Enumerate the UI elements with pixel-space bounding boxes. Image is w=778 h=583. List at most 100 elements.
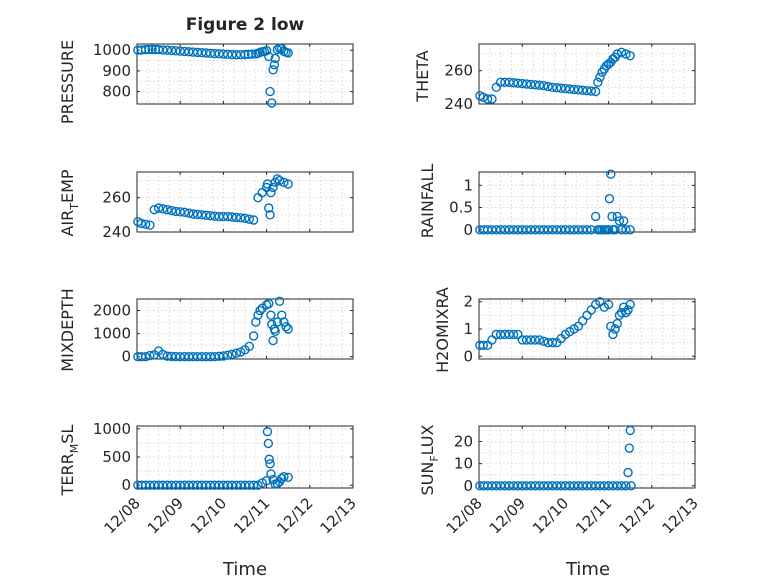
data-point <box>205 211 216 221</box>
y-tick-label: 800 <box>102 83 131 101</box>
panel-4: 00.51 <box>449 169 696 239</box>
data-point <box>612 318 622 329</box>
ylabel-sun-flux: SUNFLUX <box>418 424 441 495</box>
data-point <box>136 351 147 362</box>
data-point <box>263 438 274 449</box>
data-point <box>266 469 276 479</box>
data-point <box>147 44 157 55</box>
data-point <box>603 225 614 235</box>
data-point <box>625 50 635 61</box>
data-point <box>240 213 250 223</box>
data-point <box>610 324 620 334</box>
data-point <box>265 86 275 97</box>
axes-frame <box>478 425 696 489</box>
data-point <box>214 351 224 362</box>
data-point <box>179 207 190 217</box>
data-point <box>569 84 579 95</box>
ylabel-air-temp: AIRTEMP <box>58 169 81 236</box>
data-point <box>619 216 629 226</box>
x-tick-label: 12/09 <box>144 494 187 537</box>
data-point <box>149 205 159 215</box>
x-tick-label: 12/12 <box>615 494 658 537</box>
data-point <box>478 340 489 351</box>
x-tick-label: 12/08 <box>443 494 486 537</box>
panel-5: 0 1000 2000 <box>93 296 354 366</box>
data-point <box>175 207 185 217</box>
y-tick-label: 900 <box>102 62 131 80</box>
data-point <box>279 317 289 327</box>
data-point <box>547 337 558 348</box>
data-point <box>188 209 198 219</box>
data-point <box>223 350 233 360</box>
data-point <box>534 80 545 90</box>
axes-frame <box>136 43 354 105</box>
data-point <box>547 82 558 93</box>
data-point <box>192 209 203 220</box>
data-point <box>265 459 275 469</box>
data-point <box>616 481 627 491</box>
ylabel-air-sub: T <box>68 203 81 211</box>
x-tick-label: 12/13 <box>317 494 360 537</box>
data-point <box>586 86 597 96</box>
ylabel-terr-sub: M <box>68 444 81 454</box>
data-point <box>264 298 274 309</box>
data-point <box>248 480 259 490</box>
x-tick-label: 12/10 <box>187 494 230 537</box>
data-point <box>582 85 592 96</box>
y-tick-label: 1000 <box>93 325 131 343</box>
data-point <box>218 351 229 361</box>
x-tick-label: 12/09 <box>486 494 529 537</box>
data-point <box>255 305 265 316</box>
y-tick-label: 0 <box>463 477 473 495</box>
ylabel-air-part: AIR <box>58 210 77 237</box>
data-point <box>556 333 566 344</box>
ylabel-sun-sub: F <box>428 455 441 461</box>
ylabel-terr-rest: SL <box>58 425 77 444</box>
data-point <box>608 329 618 340</box>
data-point <box>270 326 280 337</box>
data-point <box>243 49 253 60</box>
data-point <box>140 44 151 55</box>
data-point <box>158 349 168 360</box>
axes-frame <box>478 43 696 105</box>
data-point <box>603 299 614 310</box>
ylabel-terr-part: TERR <box>58 453 77 496</box>
data-point <box>274 175 285 186</box>
data-point <box>270 53 280 64</box>
y-tick-label: 10 <box>454 455 473 473</box>
data-point <box>577 85 588 95</box>
data-point <box>482 94 493 104</box>
data-point <box>595 72 605 83</box>
data-point <box>625 225 635 235</box>
data-point <box>140 219 151 229</box>
data-point <box>573 85 584 95</box>
data-point <box>265 210 275 220</box>
y-tick-label: 0 <box>121 476 131 494</box>
data-point <box>264 454 274 464</box>
data-point <box>227 349 237 360</box>
y-tick-label: 260 <box>444 62 473 80</box>
x-tick-label: 12/10 <box>529 494 572 537</box>
data-point <box>144 44 154 55</box>
data-point <box>556 83 566 93</box>
data-point <box>606 169 616 179</box>
data-point <box>614 216 625 226</box>
x-tick-label: 12/13 <box>659 494 702 537</box>
panel-7: 0 500 1000 12/08 12/09 12/10 12/11 12/12 12/13 <box>93 420 360 538</box>
data-point <box>231 348 242 358</box>
panel-8: 0 10 20 12/08 12/09 12/10 12/11 12/12 12/13 <box>443 425 702 537</box>
data-point <box>166 205 177 216</box>
data-point <box>272 44 283 55</box>
data-point <box>248 331 259 341</box>
data-point <box>560 83 571 94</box>
ylabel-rainfall: RAINFALL <box>418 164 437 239</box>
data-point <box>621 481 631 491</box>
data-point <box>279 472 289 482</box>
xlabel-time-left: Time <box>222 559 267 580</box>
plot-area-4 <box>478 171 696 233</box>
data-point <box>277 473 287 484</box>
data-point <box>261 45 272 56</box>
data-point <box>604 193 615 204</box>
data-point <box>625 425 635 436</box>
y-tick-label: 500 <box>102 448 131 466</box>
